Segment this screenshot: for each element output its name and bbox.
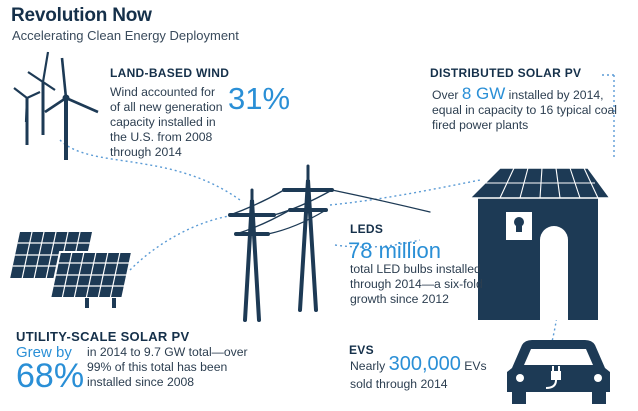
- evs-suffix: EVs: [464, 359, 487, 373]
- leds-heading: LEDS: [350, 222, 384, 236]
- distributed-solar-body: installed by 2014, equal in capacity to …: [432, 88, 617, 132]
- house-icon: [468, 167, 612, 320]
- solar-panel-icon: [10, 232, 134, 308]
- wind-heading: LAND-BASED WIND: [110, 66, 230, 80]
- wind-text-body: Wind accounted for of all new generation…: [110, 85, 223, 159]
- evs-count-line: Nearly 300,000 EVs: [350, 354, 487, 374]
- page-subtitle: Accelerating Clean Energy Deployment: [12, 28, 239, 43]
- distributed-solar-highlight: 8 GW: [461, 84, 506, 103]
- wind-text: Wind accounted for of all new generation…: [110, 85, 250, 160]
- utility-solar-grew-by: Grew by: [16, 344, 72, 361]
- utility-solar-highlight: 68%: [16, 357, 85, 395]
- utility-solar-text: in 2014 to 9.7 GW total—over 99% of this…: [87, 345, 248, 389]
- evs-prefix: Nearly: [350, 359, 386, 373]
- electric-car-icon: [507, 340, 610, 404]
- evs-heading: EVS: [349, 343, 374, 357]
- wind-highlight: 31%: [228, 81, 291, 116]
- page-title: Revolution Now: [11, 5, 152, 26]
- evs-text: sold through 2014: [350, 377, 448, 391]
- distributed-solar-text: Over 8 GW installed by 2014, equal in ca…: [432, 84, 632, 133]
- leds-text: total LED bulbs installed through 2014—a…: [350, 262, 483, 306]
- transmission-tower-icon: [228, 164, 431, 322]
- wind-turbine-icon: [13, 51, 99, 160]
- distributed-solar-prefix: Over: [432, 88, 459, 102]
- plug-icon: [545, 366, 561, 389]
- evs-highlight: 300,000: [388, 353, 461, 375]
- led-bulb-icon: [506, 212, 532, 240]
- leds-highlight: 78 million: [348, 238, 441, 263]
- utility-solar-heading: UTILITY-SCALE SOLAR PV: [16, 329, 190, 344]
- distributed-solar-heading: DISTRIBUTED SOLAR PV: [430, 66, 582, 80]
